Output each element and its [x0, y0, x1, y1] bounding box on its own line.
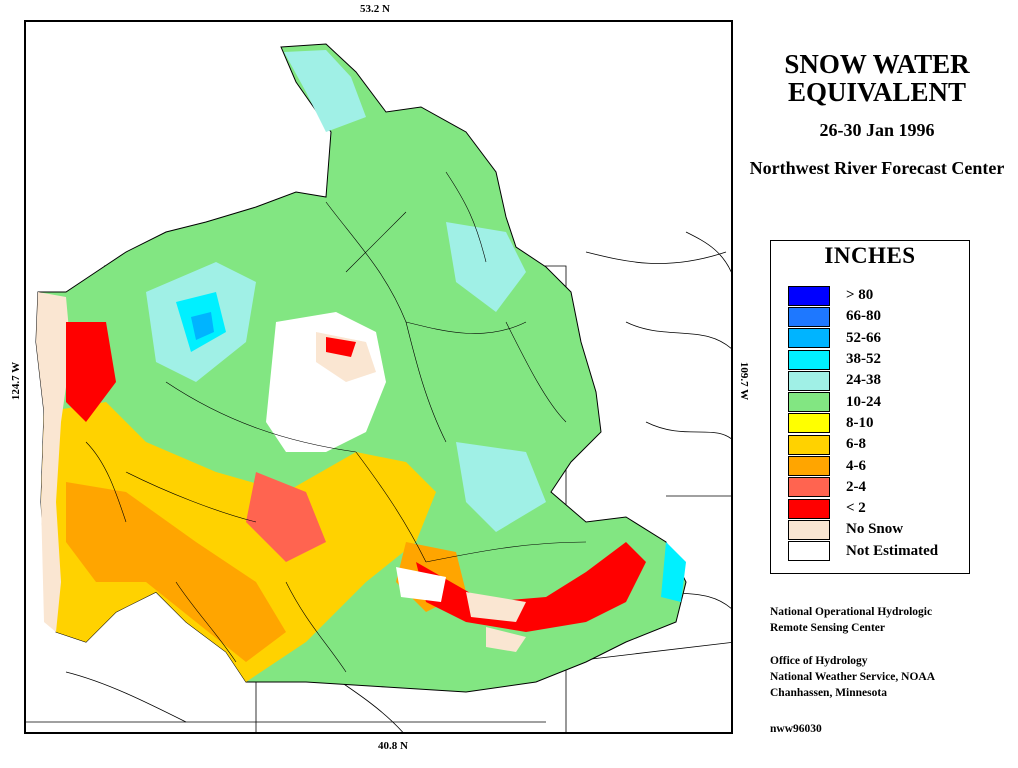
legend-row: 8-10: [788, 413, 938, 434]
east-longitude-label: 109.7 W: [738, 361, 750, 401]
legend-list: > 80 66-80 52-66 38-52 24-38 10-24 8-10 6-8 4-6 2…: [788, 285, 938, 562]
legend-row: > 80: [788, 285, 938, 306]
legend-label: < 2: [846, 500, 866, 517]
map-title: SNOW WATER EQUIVALENT: [784, 49, 970, 107]
legend-row: 10-24: [788, 391, 938, 413]
legend-label: 2-4: [846, 478, 866, 495]
no-snow-south: [486, 627, 526, 652]
west-longitude-label: 124.7 W: [10, 361, 22, 401]
snake-plain-tan: [466, 592, 526, 622]
legend-label: 38-52: [846, 351, 881, 368]
legend-swatch: [788, 328, 830, 349]
credit-line: National Operational Hydrologic: [770, 606, 933, 618]
credits-nohrsc: National Operational Hydrologic Remote S…: [770, 604, 932, 636]
forecast-center: Northwest River Forecast Center: [749, 158, 1005, 178]
legend-swatch: [788, 306, 830, 327]
high-swe-idaho: [456, 442, 546, 532]
legend-label: 10-24: [846, 393, 881, 410]
legend-label: 52-66: [846, 329, 881, 346]
snow-map: [24, 20, 733, 734]
title-block: SNOW WATER EQUIVALENT 26-30 Jan 1996 Nor…: [742, 50, 1012, 179]
legend-label: 6-8: [846, 436, 866, 453]
high-swe-east: [661, 542, 686, 602]
legend-swatch: [788, 392, 830, 413]
north-latitude-label: 53.2 N: [360, 3, 390, 15]
no-snow-coast: [36, 292, 71, 632]
river-basins: [85, 171, 587, 673]
legend-row: No Snow: [788, 519, 938, 540]
legend-swatch: [788, 370, 830, 391]
legend-label: 8-10: [846, 414, 874, 431]
high-swe-rockies: [446, 222, 526, 312]
snow-map-graphic: [26, 43, 731, 732]
legend-label: 24-38: [846, 372, 881, 389]
legend-swatch: [788, 349, 830, 370]
product-id: nww96030: [770, 723, 822, 735]
legend-swatch: [788, 498, 830, 519]
low-swe-west: [41, 402, 436, 682]
low-swe-orange: [66, 482, 286, 662]
legend-label: Not Estimated: [846, 542, 939, 559]
legend-swatch: [788, 477, 830, 498]
credits-office: Office of Hydrology National Weather Ser…: [770, 653, 935, 701]
legend: INCHES > 80 66-80 52-66 38-52 24-38 10-24 8-10…: [770, 240, 970, 574]
legend-swatch: [788, 541, 830, 562]
legend-label: No Snow: [846, 521, 904, 538]
legend-row: Not Estimated: [788, 541, 938, 562]
legend-row: 24-38: [788, 370, 938, 391]
credit-line: Chanhassen, Minnesota: [770, 687, 887, 699]
legend-row: 2-4: [788, 477, 938, 498]
basin-red-patch: [326, 337, 356, 357]
snake-plain-no-snow: [396, 567, 446, 602]
credit-line: Office of Hydrology: [770, 655, 868, 667]
legend-title: INCHES: [824, 243, 916, 268]
legend-row: 4-6: [788, 455, 938, 477]
map-date: 26-30 Jan 1996: [819, 120, 935, 140]
credit-line: National Weather Service, NOAA: [770, 671, 936, 683]
legend-swatch: [788, 434, 830, 455]
south-latitude-label: 40.8 N: [378, 740, 408, 752]
legend-row: 6-8: [788, 434, 938, 455]
legend-swatch: [788, 285, 830, 306]
legend-label: 66-80: [846, 308, 881, 325]
coastal-red: [66, 322, 116, 422]
legend-label: 4-6: [846, 457, 866, 474]
legend-swatch: [788, 413, 830, 434]
legend-row: 52-66: [788, 328, 938, 349]
legend-row: 38-52: [788, 349, 938, 370]
peak-swe-cascades: [191, 312, 214, 340]
legend-label: > 80: [846, 287, 874, 304]
legend-swatch: [788, 519, 830, 540]
high-swe-north: [284, 50, 366, 132]
legend-row: < 2: [788, 498, 938, 519]
credit-line: Remote Sensing Center: [770, 622, 885, 634]
legend-swatch: [788, 456, 830, 477]
legend-row: 66-80: [788, 306, 938, 327]
very-low-swe-a: [246, 472, 326, 562]
